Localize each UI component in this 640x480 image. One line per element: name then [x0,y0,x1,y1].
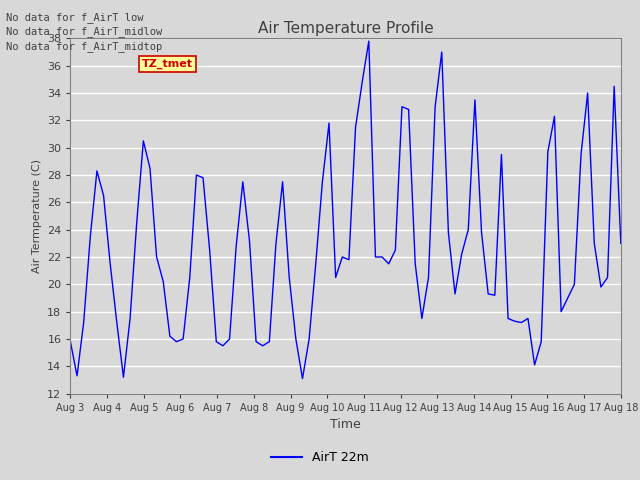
Text: No data for f_AirT_midtop: No data for f_AirT_midtop [6,41,163,52]
X-axis label: Time: Time [330,418,361,431]
Text: TZ_tmet: TZ_tmet [142,59,193,69]
Legend: AirT 22m: AirT 22m [266,446,374,469]
Title: Air Temperature Profile: Air Temperature Profile [258,21,433,36]
Text: No data for f_AirT low: No data for f_AirT low [6,12,144,23]
Y-axis label: Air Termperature (C): Air Termperature (C) [31,159,42,273]
Text: No data for f_AirT_midlow: No data for f_AirT_midlow [6,26,163,37]
